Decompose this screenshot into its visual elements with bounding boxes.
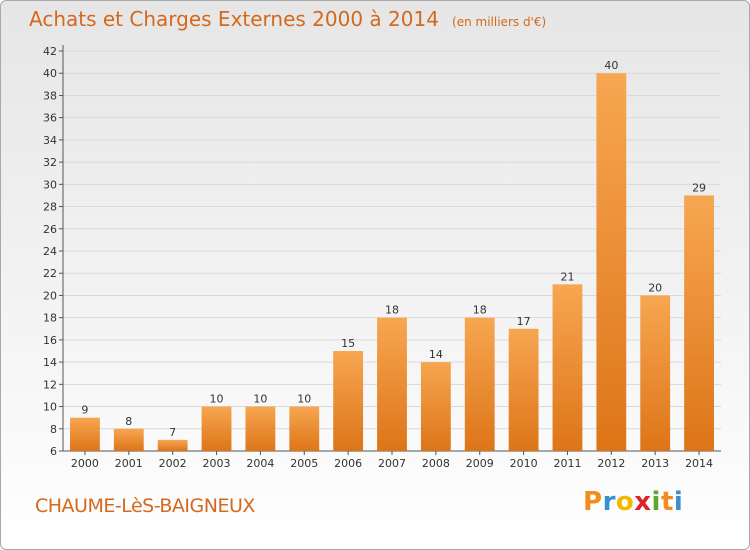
logo-letter: x xyxy=(634,487,652,517)
logo-letter: i xyxy=(673,487,684,517)
town-name: CHAUME-LèS-BAIGNEUX xyxy=(35,495,255,517)
y-tick-label: 8 xyxy=(50,423,57,436)
value-label-2004: 10 xyxy=(253,393,267,406)
bar-2011 xyxy=(552,284,583,451)
proxiti-logo[interactable]: Proxiti xyxy=(583,487,683,517)
value-label-2000: 9 xyxy=(81,404,88,417)
x-tick-label-2003: 2003 xyxy=(203,457,231,470)
y-tick-label: 36 xyxy=(43,112,57,125)
x-tick-label-2006: 2006 xyxy=(334,457,362,470)
bar-2002 xyxy=(157,439,188,451)
y-tick-label: 10 xyxy=(43,401,57,414)
value-label-2009: 18 xyxy=(473,304,487,317)
bar-2001 xyxy=(113,428,144,451)
chart-unit: (en milliers d'€) xyxy=(452,15,547,29)
y-tick-label: 22 xyxy=(43,267,57,280)
bar-2000 xyxy=(70,417,100,451)
y-tick-label: 40 xyxy=(43,67,57,80)
bar-2010 xyxy=(508,328,539,451)
x-tick-label-2011: 2011 xyxy=(553,457,581,470)
value-label-2012: 40 xyxy=(604,59,618,72)
y-tick-label: 26 xyxy=(43,223,57,236)
bar-2013 xyxy=(640,295,671,451)
logo-letter: t xyxy=(660,487,674,517)
y-tick-label: 42 xyxy=(43,45,57,58)
x-tick-label-2013: 2013 xyxy=(641,457,669,470)
x-tick-label-2012: 2012 xyxy=(597,457,625,470)
bar-2012 xyxy=(596,73,627,451)
bar-2003 xyxy=(201,406,232,451)
logo-letter: r xyxy=(602,487,616,517)
chart-title-text: Achats et Charges Externes 2000 à 2014 xyxy=(29,7,439,31)
bar-2006 xyxy=(333,351,364,451)
y-tick-label: 6 xyxy=(50,445,57,458)
x-tick-label-2008: 2008 xyxy=(422,457,450,470)
value-label-2001: 8 xyxy=(125,415,132,428)
value-label-2002: 7 xyxy=(169,426,176,439)
y-tick-label: 16 xyxy=(43,334,57,347)
x-tick-label-2001: 2001 xyxy=(115,457,143,470)
bar-2014 xyxy=(684,195,714,451)
value-label-2005: 10 xyxy=(297,393,311,406)
x-tick-label-2000: 2000 xyxy=(71,457,99,470)
logo-letter: i xyxy=(651,487,661,517)
value-label-2008: 14 xyxy=(429,348,443,361)
y-tick-label: 24 xyxy=(43,245,57,258)
x-tick-label-2010: 2010 xyxy=(510,457,538,470)
value-label-2014: 29 xyxy=(692,181,706,194)
y-tick-label: 28 xyxy=(43,201,57,214)
y-tick-label: 38 xyxy=(43,89,57,102)
bar-2004 xyxy=(245,406,276,451)
logo-letter: o xyxy=(615,487,635,517)
x-tick-label-2009: 2009 xyxy=(466,457,494,470)
x-tick-label-2005: 2005 xyxy=(290,457,318,470)
bars xyxy=(70,73,714,451)
bar-2005 xyxy=(289,406,320,451)
x-tick-label-2002: 2002 xyxy=(159,457,187,470)
y-tick-label: 14 xyxy=(43,356,57,369)
y-tick-label: 34 xyxy=(43,134,57,147)
x-tick-label-2004: 2004 xyxy=(246,457,274,470)
value-label-2013: 20 xyxy=(648,281,662,294)
chart-title: Achats et Charges Externes 2000 à 2014 (… xyxy=(29,7,546,31)
value-label-2010: 17 xyxy=(517,315,531,328)
value-label-2003: 10 xyxy=(210,393,224,406)
y-tick-label: 32 xyxy=(43,156,57,169)
bar-2009 xyxy=(464,317,495,451)
y-tick-label: 18 xyxy=(43,312,57,325)
value-label-2007: 18 xyxy=(385,304,399,317)
y-tick-label: 20 xyxy=(43,289,57,302)
labels: 6 8 10 12 14 16 18 20 22 24 26 28 30 32 34 36 38 40 42 9 200… xyxy=(43,45,713,470)
bar-2007 xyxy=(377,317,407,451)
value-label-2006: 15 xyxy=(341,337,355,350)
logo-letter: P xyxy=(583,487,603,517)
bar-2008 xyxy=(420,362,451,451)
value-label-2011: 21 xyxy=(560,270,574,283)
y-tick-label: 12 xyxy=(43,378,57,391)
y-tick-label: 30 xyxy=(43,178,57,191)
x-tick-label-2007: 2007 xyxy=(378,457,406,470)
x-tick-label-2014: 2014 xyxy=(685,457,713,470)
